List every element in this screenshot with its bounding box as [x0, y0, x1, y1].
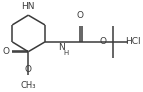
- Text: CH₃: CH₃: [21, 81, 36, 90]
- Text: HCl: HCl: [125, 37, 141, 46]
- Text: O: O: [77, 11, 84, 20]
- Text: O: O: [100, 37, 107, 46]
- Text: O: O: [2, 47, 9, 56]
- Text: N: N: [58, 43, 65, 52]
- Text: O: O: [25, 65, 32, 74]
- Text: HN: HN: [22, 2, 35, 11]
- Text: H: H: [63, 50, 68, 56]
